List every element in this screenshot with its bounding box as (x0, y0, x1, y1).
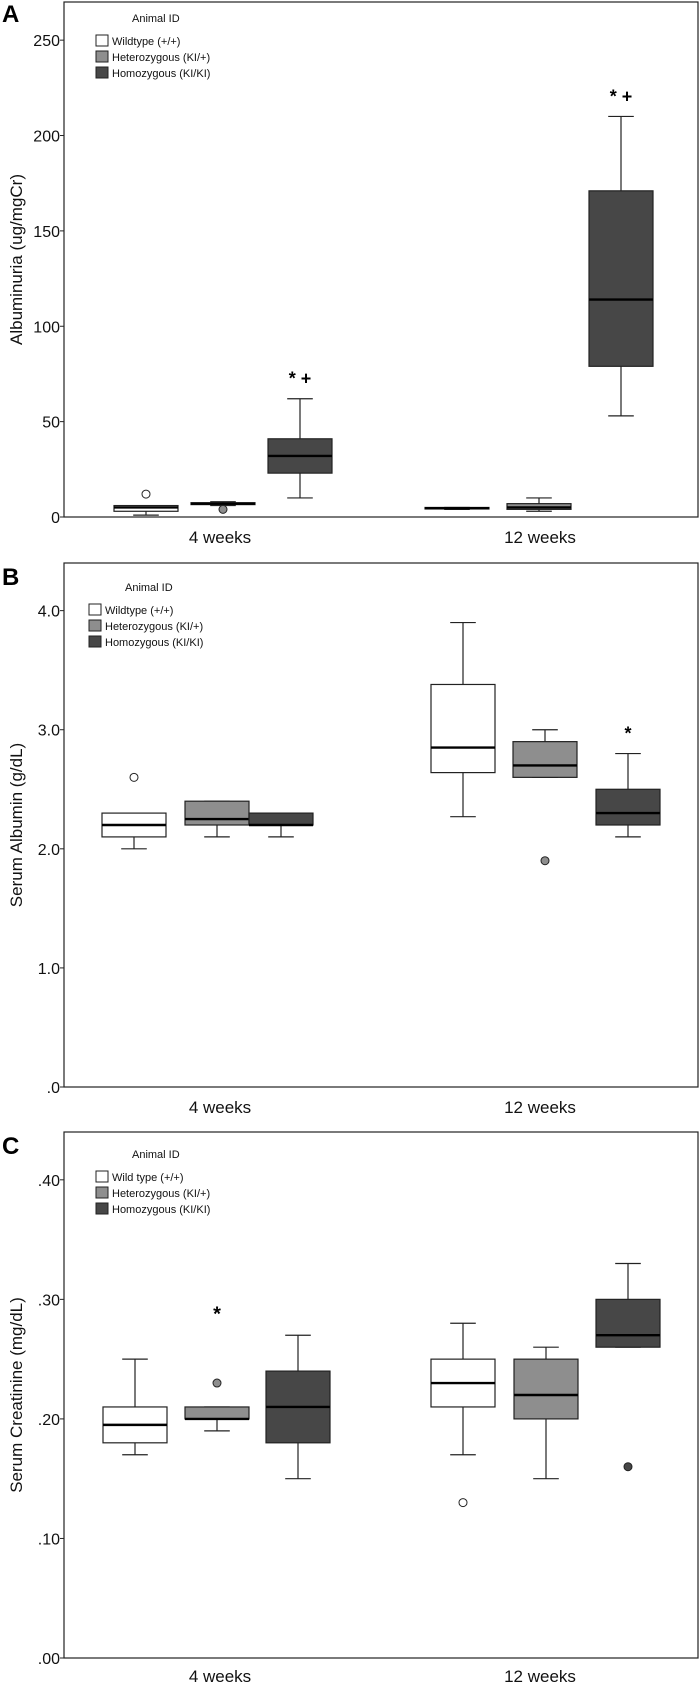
legend-swatch-wildtype (95, 1170, 109, 1183)
outlier-point (141, 489, 151, 499)
x-category-label: 12 weeks (504, 1667, 576, 1683)
outlier-point (458, 1498, 468, 1508)
box-iqr (512, 741, 578, 778)
panel-letter: B (2, 564, 19, 591)
x-category-label: 4 weeks (189, 528, 251, 547)
legend-swatch-homozygous (88, 635, 102, 648)
plot-frame (63, 562, 699, 1088)
box-iqr (248, 812, 314, 826)
box-heterozygous-1: * (184, 1303, 250, 1432)
y-axis-title: Albuminuria (ug/mgCr) (7, 174, 26, 345)
legend-swatch-wildtype (95, 34, 109, 47)
box-wildtype-1 (102, 1358, 168, 1456)
y-axis-title: Serum Albumin (g/dL) (7, 743, 26, 907)
plot-frame (63, 1131, 699, 1659)
y-tick-label: .20 (38, 1412, 60, 1429)
legend-label-wildtype: Wildtype (+/+) (112, 36, 180, 48)
box-iqr (595, 1298, 661, 1348)
outlier-star: * (213, 1303, 221, 1325)
box-wildtype-2 (430, 621, 496, 818)
box-iqr (184, 1406, 250, 1420)
box-homozygous-2 (595, 1262, 661, 1472)
y-tick-label: 1.0 (38, 961, 60, 978)
x-category-label: 4 weeks (189, 1098, 251, 1117)
box-iqr (595, 788, 661, 826)
box-wildtype-1 (101, 772, 167, 850)
legend-swatch-homozygous (95, 66, 109, 79)
box-homozygous-2: * + (588, 86, 654, 417)
box-wildtype-2 (430, 1322, 496, 1508)
legend-title: Animal ID (132, 1149, 180, 1161)
x-category-label: 12 weeks (504, 528, 576, 547)
outlier-point (212, 1378, 222, 1388)
y-tick-label: .00 (38, 1651, 60, 1668)
legend-swatch-homozygous (95, 1202, 109, 1215)
legend-swatch-wildtype (88, 603, 102, 616)
box-heterozygous-2 (513, 1346, 579, 1480)
outlier-point (129, 772, 139, 782)
significance-annotation: * + (610, 86, 633, 106)
legend-label-homozygous: Homozygous (KI/KI) (112, 1204, 210, 1216)
chart-panel-c: C .00 .10 .20 .30 .40 Serum Creatinine (mg/dL)… (2, 1131, 699, 1683)
outlier-point (218, 504, 228, 514)
box-iqr (184, 800, 250, 826)
x-category-label: 4 weeks (189, 1667, 251, 1683)
y-tick-label: 2.0 (38, 842, 60, 859)
box-heterozygous-1 (190, 501, 256, 514)
chart-panel-a: A 0 50 100 150 200 250 Albuminuria (ug/mgCr) 4 w… (2, 1, 699, 547)
outlier-point (540, 856, 550, 866)
box-wildtype-2 (424, 506, 490, 510)
legend-label-homozygous: Homozygous (KI/KI) (105, 637, 203, 649)
y-tick-label: 100 (33, 319, 60, 336)
box-homozygous-1: * + (267, 369, 333, 499)
box-heterozygous-1 (184, 800, 250, 838)
legend-label-heterozygous: Heterozygous (KI/+) (112, 1188, 210, 1200)
y-tick-label: .0 (47, 1080, 60, 1097)
legend-label-wildtype: Wildtype (+/+) (105, 605, 173, 617)
box-heterozygous-2 (512, 729, 578, 866)
outlier-point (623, 1462, 633, 1472)
box-homozygous-2: * (595, 724, 661, 838)
legend-title: Animal ID (132, 13, 180, 25)
chart-panel-b: B .0 1.0 2.0 3.0 4.0 Serum Albumin (g/dL) 4 wee… (2, 562, 699, 1117)
box-iqr (513, 1358, 579, 1420)
legend-swatch-heterozygous (95, 50, 109, 63)
y-tick-label: .10 (38, 1531, 60, 1548)
y-axis-title: Serum Creatinine (mg/dL) (7, 1297, 26, 1493)
box-iqr (430, 683, 496, 774)
y-tick-label: 0 (51, 510, 60, 527)
significance-annotation: * + (289, 369, 312, 389)
box-wildtype-1 (113, 489, 179, 516)
significance-annotation: * (624, 724, 631, 744)
y-tick-label: .40 (38, 1173, 60, 1190)
legend-label-wildtype: Wild type (+/+) (112, 1172, 184, 1184)
y-tick-label: 200 (33, 129, 60, 146)
box-heterozygous-2 (506, 497, 572, 512)
legend-title: Animal ID (125, 582, 173, 594)
y-tick-label: 150 (33, 224, 60, 241)
panel-letter: C (2, 1133, 19, 1160)
y-tick-label: 3.0 (38, 723, 60, 740)
box-iqr (588, 190, 654, 367)
box-homozygous-1 (248, 812, 314, 838)
legend-swatch-heterozygous (95, 1186, 109, 1199)
y-tick-label: 4.0 (38, 604, 60, 621)
y-tick-label: .30 (38, 1292, 60, 1309)
legend-label-homozygous: Homozygous (KI/KI) (112, 68, 210, 80)
legend-label-heterozygous: Heterozygous (KI/+) (112, 52, 210, 64)
x-category-label: 12 weeks (504, 1098, 576, 1117)
plot-frame (63, 1, 699, 518)
y-tick-label: 50 (42, 415, 60, 432)
legend-label-heterozygous: Heterozygous (KI/+) (105, 621, 203, 633)
legend-swatch-heterozygous (88, 619, 102, 632)
y-tick-label: 250 (33, 33, 60, 50)
box-homozygous-1 (265, 1334, 331, 1480)
panel-letter: A (2, 1, 19, 28)
